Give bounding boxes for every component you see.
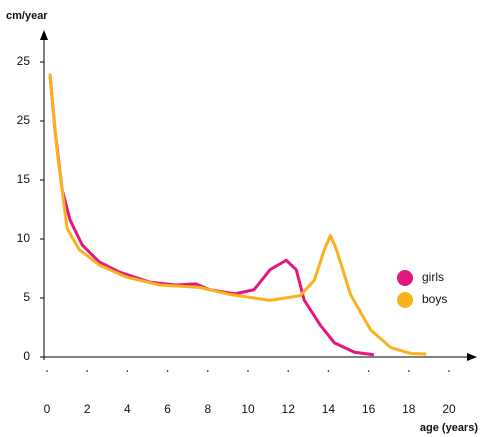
y-tick-label: 25 — [17, 54, 31, 68]
x-tick — [86, 370, 88, 372]
legend-marker — [397, 292, 413, 308]
line — [48, 73, 375, 357]
y-axis-arrow — [40, 30, 48, 40]
x-tick-label: 16 — [362, 402, 376, 416]
x-tick — [408, 370, 410, 372]
y-tick-label: 25 — [17, 113, 31, 127]
x-tick — [367, 370, 370, 372]
y-tick-label: 0 — [23, 349, 30, 363]
y-tick-label: 15 — [17, 172, 31, 186]
y-axis-title: cm/year — [6, 10, 48, 22]
x-tick — [247, 370, 249, 372]
x-tick-label: 0 — [44, 402, 51, 416]
x-tick-label: 12 — [282, 402, 296, 416]
x-tick-label: 18 — [402, 402, 416, 416]
legend-label: boys — [422, 292, 447, 306]
legend-label: girls — [422, 270, 444, 284]
x-tick-label: 20 — [442, 402, 456, 416]
x-tick — [166, 370, 169, 372]
x-tick-label: 8 — [204, 402, 211, 416]
y-tick-label: 5 — [23, 290, 30, 304]
x-tick — [46, 370, 48, 372]
x-tick — [448, 370, 450, 372]
x-tick — [327, 370, 330, 372]
x-axis-arrow — [467, 353, 477, 361]
y-tick-label: 10 — [17, 231, 31, 245]
x-tick — [207, 370, 209, 372]
x-tick-label: 2 — [84, 402, 91, 416]
x-tick — [287, 370, 290, 372]
x-axis-title: age (years) — [420, 422, 478, 434]
legend-marker — [397, 270, 413, 286]
x-tick-label: 4 — [124, 402, 131, 416]
line — [48, 73, 427, 356]
x-tick-label: 6 — [164, 402, 171, 416]
x-tick-label: 10 — [241, 402, 255, 416]
x-tick-label: 14 — [322, 402, 336, 416]
x-tick — [126, 370, 129, 372]
